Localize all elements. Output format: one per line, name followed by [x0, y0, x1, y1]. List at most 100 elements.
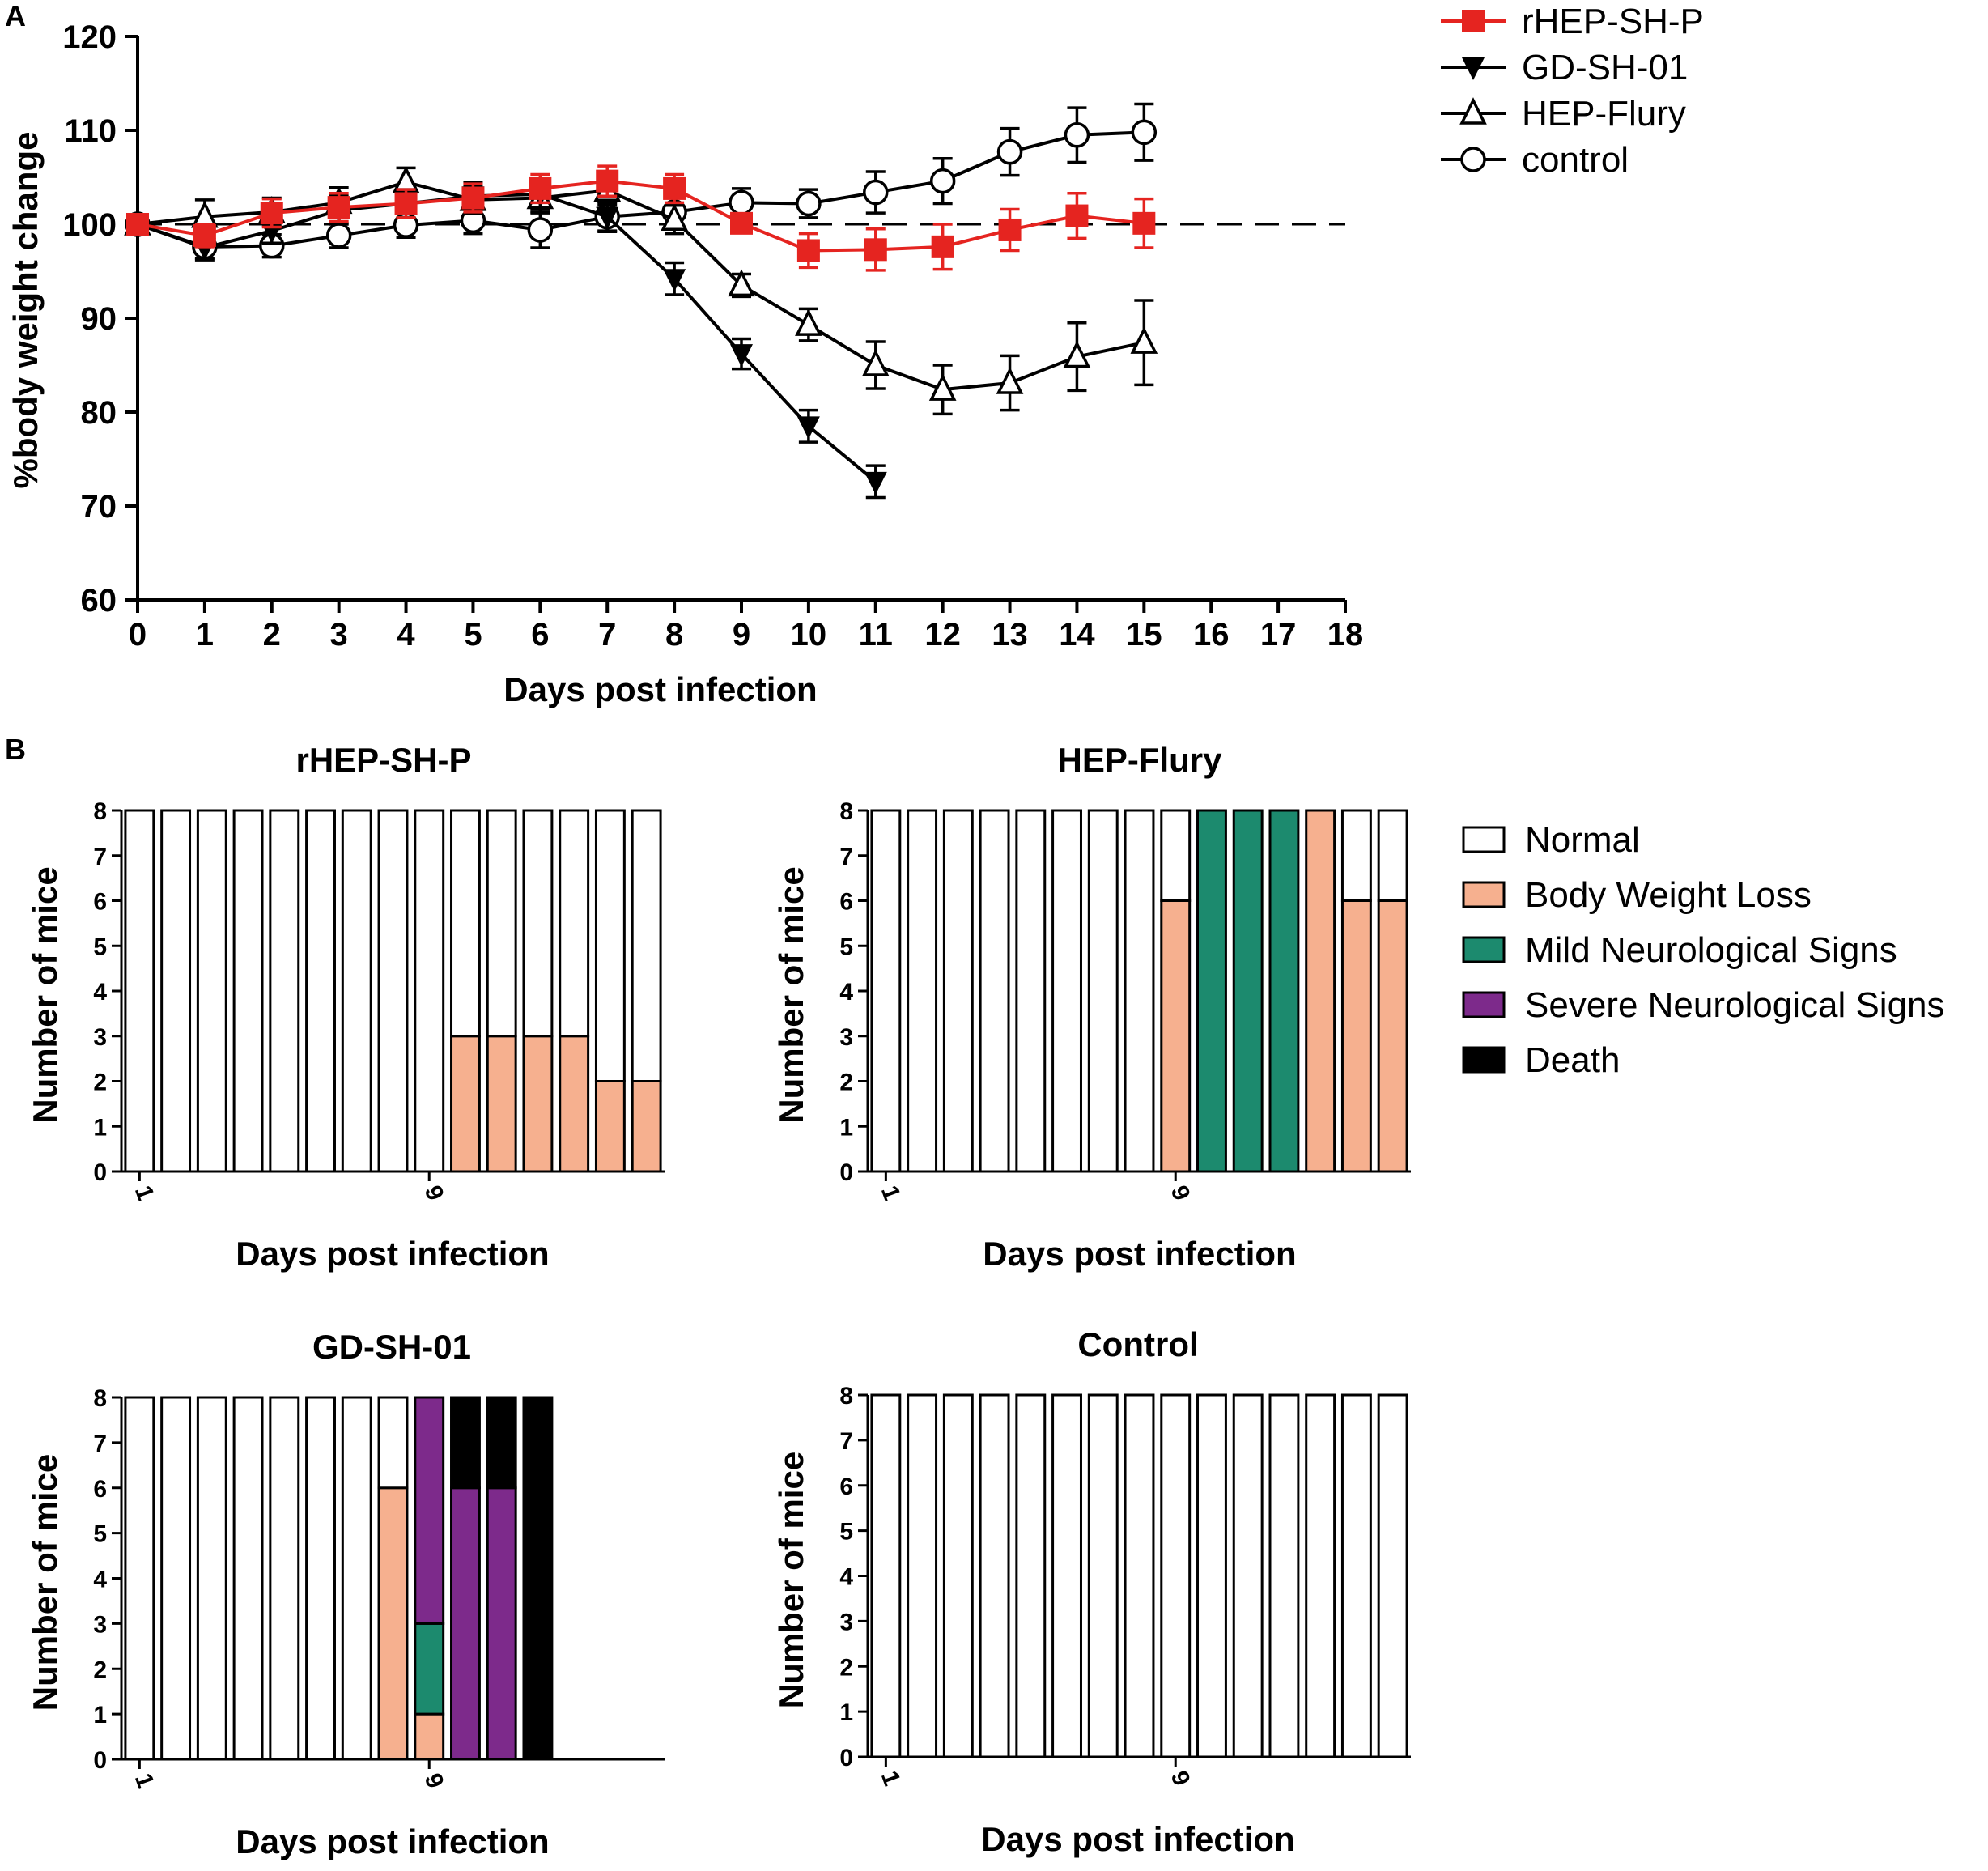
legend-swatch — [1462, 881, 1506, 908]
bar-segment-body-weight-loss — [486, 1035, 517, 1173]
x-tick-label: 17 — [1260, 617, 1297, 653]
bar-segment-normal — [232, 1396, 264, 1761]
legend-label: control — [1522, 140, 1629, 180]
bar-segment-normal — [341, 809, 372, 1173]
y-tick-label: 2 — [93, 1656, 107, 1683]
bar-segment-body-weight-loss — [594, 1080, 626, 1173]
bar-day-13 — [1305, 1393, 1336, 1758]
bar-day-7 — [1087, 1393, 1119, 1758]
bar-segment-mild-neurological-signs — [1232, 809, 1264, 1173]
bar-segment-normal — [196, 1396, 227, 1761]
data-point — [1065, 204, 1089, 227]
bar-day-5 — [269, 1396, 300, 1761]
bar-segment-normal — [1124, 809, 1155, 1173]
data-point — [527, 217, 554, 243]
bar-segment-normal — [232, 809, 264, 1173]
chart-title: HEP-Flury — [1057, 741, 1222, 779]
bar-day-3 — [196, 1396, 227, 1761]
data-point — [596, 169, 619, 193]
bar-segment-normal — [269, 809, 300, 1173]
bar-segment-normal — [1160, 809, 1192, 902]
data-point — [996, 367, 1024, 394]
data-point — [796, 190, 822, 217]
bar-day-13 — [1305, 809, 1336, 1173]
data-point — [729, 189, 754, 216]
y-tick-label: 5 — [93, 1521, 107, 1548]
y-tick-label: 3 — [93, 1611, 107, 1638]
bar-day-12 — [522, 809, 554, 1173]
x-tick-label: 9 — [1166, 1182, 1196, 1204]
x-tick-label: 9 — [733, 617, 750, 653]
y-tick-label: 80 — [81, 395, 117, 431]
series-line — [137, 180, 1145, 392]
bar-day-4 — [232, 1396, 264, 1761]
data-point — [394, 192, 418, 215]
legend-label: Death — [1525, 1040, 1620, 1080]
bar-segment-body-weight-loss — [631, 1080, 662, 1173]
data-point — [663, 269, 686, 292]
bar-segment-normal — [1196, 1393, 1227, 1758]
data-point — [795, 308, 822, 336]
bar-day-3 — [942, 1393, 974, 1758]
bar-segment-normal — [377, 1396, 409, 1490]
data-point — [730, 211, 753, 235]
data-point — [864, 238, 887, 262]
bar-day-14 — [1340, 809, 1372, 1173]
y-axis-title: %body weight change — [6, 131, 45, 488]
bar-day-9 — [414, 1396, 445, 1761]
bar-day-9 — [1160, 809, 1192, 1173]
legend-label: Body Weight Loss — [1525, 875, 1812, 915]
legend-label: Normal — [1525, 820, 1640, 860]
data-point — [529, 176, 552, 200]
y-tick-label: 6 — [839, 1473, 853, 1500]
bar-segment-normal — [1340, 809, 1372, 902]
bar-day-10 — [450, 1396, 481, 1761]
data-point — [1130, 326, 1158, 354]
bar-segment-normal — [196, 809, 227, 1173]
bar-segment-death — [522, 1396, 554, 1761]
y-tick-label: 2 — [839, 1654, 853, 1681]
y-tick-label: 8 — [93, 1385, 107, 1412]
x-tick-label: 0 — [129, 617, 147, 653]
y-tick-label: 4 — [839, 1564, 853, 1591]
bar-segment-normal — [1051, 809, 1082, 1173]
y-tick-label: 60 — [81, 583, 117, 619]
legend-marker — [1462, 57, 1485, 80]
bar-day-7 — [341, 809, 372, 1173]
data-point — [864, 471, 887, 495]
y-tick-label: 1 — [839, 1699, 853, 1726]
data-point — [998, 218, 1022, 241]
bar-segment-normal — [907, 1393, 938, 1758]
x-tick-label: 10 — [791, 617, 827, 653]
data-point — [929, 168, 956, 194]
bar-segment-normal — [414, 809, 445, 1173]
bar-segment-mild-neurological-signs — [1196, 809, 1227, 1173]
bar-segment-normal — [1160, 1393, 1192, 1758]
bar-day-4 — [979, 1393, 1010, 1758]
data-point — [126, 213, 149, 236]
y-tick-label: 7 — [839, 844, 853, 870]
bar-segment-normal — [1015, 809, 1047, 1173]
bar-segment-normal — [486, 809, 517, 1038]
chart-title: GD-SH-01 — [312, 1328, 471, 1366]
y-tick-label: 1 — [839, 1114, 853, 1141]
bar-day-10 — [1196, 1393, 1227, 1758]
y-tick-label: 4 — [839, 979, 853, 1006]
legend-label: HEP-Flury — [1522, 94, 1686, 134]
bar-day-2 — [907, 1393, 938, 1758]
y-axis-title: Number of mice — [772, 866, 810, 1123]
bar-segment-normal — [1124, 1393, 1155, 1758]
bar-day-8 — [1124, 809, 1155, 1173]
bar-day-9 — [414, 809, 445, 1173]
bar-segment-mild-neurological-signs — [414, 1622, 445, 1716]
x-tick-label: 1 — [876, 1767, 906, 1789]
y-tick-label: 4 — [93, 979, 107, 1006]
legend-entry-normal: Normal — [1462, 820, 1640, 860]
bar-segment-normal — [450, 809, 481, 1038]
y-tick-label: 1 — [93, 1114, 107, 1141]
bar-segment-body-weight-loss — [1340, 899, 1372, 1173]
y-tick-label: 100 — [62, 207, 117, 243]
x-tick-label: 1 — [196, 617, 214, 653]
chart-title: rHEP-SH-P — [295, 741, 471, 779]
bar-segment-normal — [870, 1393, 902, 1758]
